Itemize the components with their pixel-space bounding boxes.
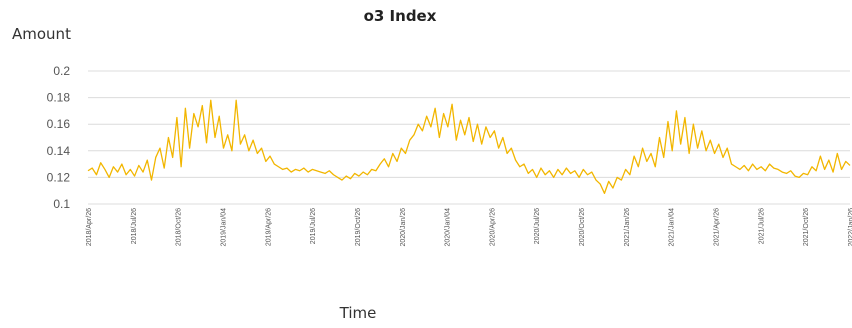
x-tick-label: 2020/Oct/26: [579, 208, 586, 246]
x-tick-label: 2020/Apr/26: [489, 208, 496, 246]
x-tick-labels: 2018/Apr/26 2018/Jul/26 2018/Oct/26 2019/Ja…: [86, 208, 852, 247]
x-tick-label: 2020/Jan/26: [400, 208, 407, 247]
y-tick-labels: 0.1 0.12 0.14 0.16 0.18 0.2: [47, 64, 71, 211]
y-axis-title: Amount: [12, 25, 71, 43]
x-tick-label: 2021/Apr/26: [714, 208, 721, 246]
y-tick-label: 0.1: [53, 197, 70, 211]
x-tick-label: 2018/Apr/26: [86, 208, 93, 246]
y-tick-label: 0.18: [47, 91, 71, 105]
x-tick-label: 2019/Jan/04: [220, 208, 227, 247]
y-tick-label: 0.12: [47, 170, 71, 184]
x-tick-label: 2021/Oct/26: [803, 208, 810, 246]
x-axis-title: Time: [339, 304, 377, 322]
gridlines: [88, 70, 850, 205]
x-tick-label: 2018/Oct/26: [176, 208, 183, 246]
x-tick-label: 2021/Jan/26: [624, 208, 631, 247]
x-tick-label: 2021/Jan/04: [669, 208, 676, 247]
o3-series-line: [87, 99, 851, 195]
series-group: [87, 99, 851, 195]
x-tick-label: 2019/Apr/26: [265, 208, 272, 246]
x-tick-label: 2020/Jan/04: [445, 208, 452, 247]
x-tick-label: 2018/Jul/26: [131, 208, 138, 244]
x-tick-label: 2020/Jul/26: [534, 208, 541, 244]
chart-title: o3 Index: [364, 7, 437, 25]
x-tick-label: 2019/Oct/26: [355, 208, 362, 246]
y-tick-label: 0.2: [53, 64, 70, 78]
y-tick-label: 0.14: [47, 144, 71, 158]
x-tick-label: 2021/Jul/26: [758, 208, 765, 244]
x-tick-label: 2022/Jan/26: [848, 208, 852, 247]
y-tick-label: 0.16: [47, 117, 71, 131]
x-tick-label: 2019/Jul/26: [310, 208, 317, 244]
